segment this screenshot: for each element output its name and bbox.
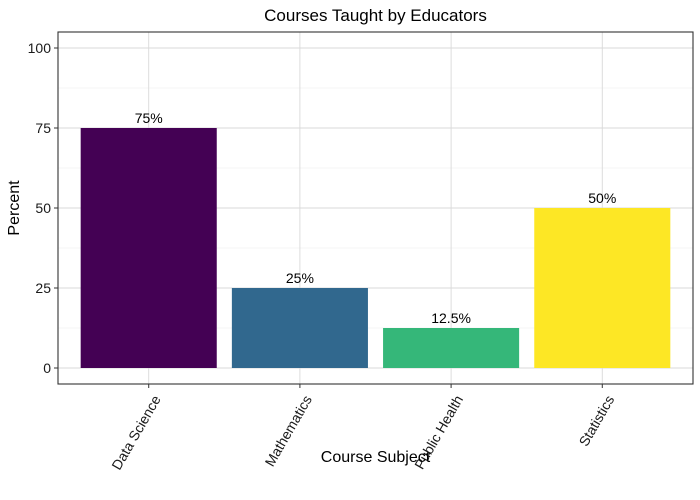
chart-title: Courses Taught by Educators — [264, 6, 487, 25]
y-tick-label: 25 — [35, 280, 51, 296]
y-axis-title: Percent — [6, 180, 23, 236]
x-tick-label: Mathematics — [261, 392, 315, 469]
x-tick-label: Statistics — [576, 392, 618, 449]
bar-value-label: 25% — [286, 270, 314, 286]
bar-value-labels: 75% 25% 12.5% 50% — [135, 110, 617, 326]
y-axis: 0 25 50 75 100 — [28, 40, 58, 376]
bars — [80, 128, 671, 368]
x-tick-label: Data Science — [108, 392, 164, 472]
y-tick-label: 50 — [35, 200, 51, 216]
y-tick-label: 0 — [43, 360, 51, 376]
bar-value-label: 12.5% — [431, 310, 471, 326]
bar-statistics — [534, 208, 671, 368]
y-tick-label: 75 — [35, 120, 51, 136]
y-tick-label: 100 — [28, 40, 52, 56]
bar-public-health — [383, 328, 520, 368]
bar-mathematics — [231, 288, 368, 368]
bar-value-label: 75% — [135, 110, 163, 126]
x-axis-title: Course Subject — [321, 449, 431, 466]
bar-value-label: 50% — [588, 190, 616, 206]
bar-data-science — [80, 128, 217, 368]
